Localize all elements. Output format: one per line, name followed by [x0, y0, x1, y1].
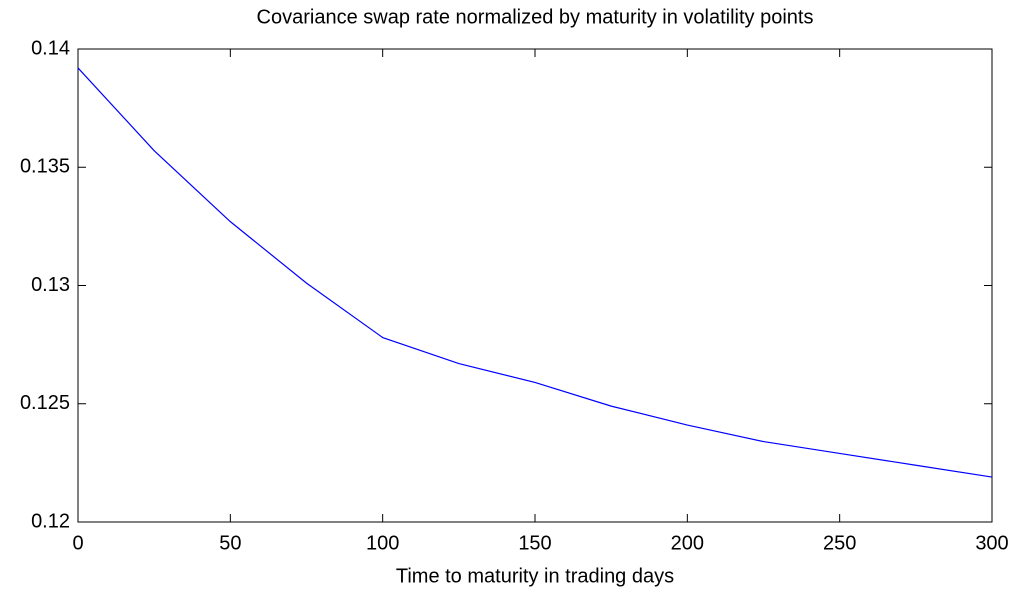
x-tick-label: 100 — [366, 532, 399, 554]
line-series — [77, 67, 993, 478]
x-tick-label: 150 — [518, 532, 551, 554]
x-tick-label: 300 — [975, 532, 1008, 554]
x-axis-label: Time to maturity in trading days — [396, 565, 674, 587]
y-tick-label: 0.12 — [31, 510, 70, 532]
x-tick-label: 250 — [823, 532, 856, 554]
chart-title: Covariance swap rate normalized by matur… — [257, 6, 814, 28]
x-tick-label: 50 — [219, 532, 241, 554]
x-tick-label: 0 — [72, 532, 83, 554]
y-tick-label: 0.135 — [20, 156, 70, 178]
y-tick-label: 0.13 — [31, 274, 70, 296]
y-tick-label: 0.125 — [20, 392, 70, 414]
x-tick-label: 200 — [671, 532, 704, 554]
y-tick-label: 0.14 — [31, 37, 70, 59]
